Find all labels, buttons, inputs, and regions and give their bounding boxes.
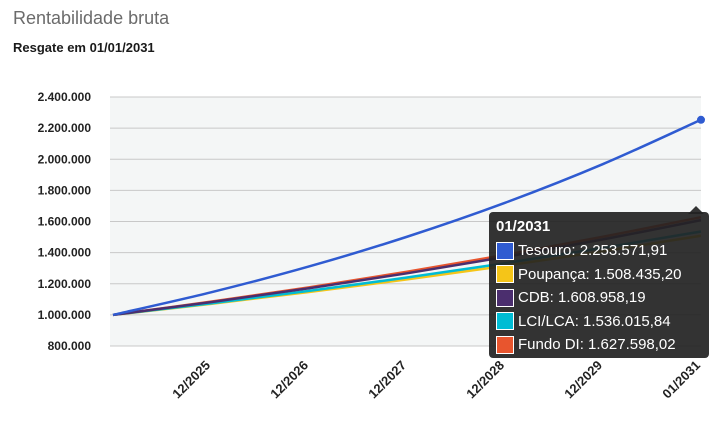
data-point-tesouro[interactable] xyxy=(697,115,705,124)
legend-swatch xyxy=(496,288,514,307)
tooltip-row-text: Tesouro: 2.253.571,91 xyxy=(518,242,668,260)
y-tick-label: 2.400.000 xyxy=(38,90,92,104)
series-markers[interactable] xyxy=(697,115,705,124)
x-axis-tick-labels: 12/2025 12/2026 12/2027 12/2028 12/2029 01/20… xyxy=(169,358,703,402)
tooltip-pointer xyxy=(688,206,704,214)
tooltip-row-text: Poupança: 1.508.435,20 xyxy=(518,265,682,283)
chart-tooltip: 01/2031 Tesouro: 2.253.571,91 Poupança: … xyxy=(489,212,709,358)
y-tick-label: 1.000.000 xyxy=(38,308,92,322)
x-tick-label: 12/2025 xyxy=(169,358,213,402)
tooltip-row-lci-lca: LCI/LCA: 1.536.015,84 xyxy=(496,310,702,334)
tooltip-row-tesouro: Tesouro: 2.253.571,91 xyxy=(496,239,702,263)
tooltip-row-poupanca: Poupança: 1.508.435,20 xyxy=(496,263,702,287)
legend-swatch xyxy=(496,241,514,260)
x-tick-label: 12/2029 xyxy=(561,358,605,402)
tooltip-row-fundo-di: Fundo DI: 1.627.598,02 xyxy=(496,333,702,357)
tooltip-row-cdb: CDB: 1.608.958,19 xyxy=(496,286,702,310)
x-tick-label: 12/2028 xyxy=(463,358,507,402)
y-tick-label: 1.800.000 xyxy=(38,183,92,197)
x-tick-label: 12/2026 xyxy=(267,358,311,402)
y-tick-label: 800.000 xyxy=(48,339,92,353)
legend-swatch xyxy=(496,335,514,354)
y-tick-label: 1.600.000 xyxy=(38,215,92,229)
tooltip-row-text: LCI/LCA: 1.536.015,84 xyxy=(518,312,671,330)
x-tick-label: 12/2027 xyxy=(365,358,409,402)
y-tick-label: 2.200.000 xyxy=(38,121,92,135)
x-tick-label: 01/2031 xyxy=(659,358,703,402)
tooltip-row-text: CDB: 1.608.958,19 xyxy=(518,289,646,307)
chart-title: Rentabilidade bruta xyxy=(13,8,170,28)
series-line-tesouro xyxy=(112,118,702,317)
y-tick-label: 2.000.000 xyxy=(38,152,92,166)
y-tick-label: 1.400.000 xyxy=(38,246,92,260)
tooltip-title: 01/2031 xyxy=(496,218,551,235)
y-tick-label: 1.200.000 xyxy=(38,277,92,291)
legend-swatch xyxy=(496,312,514,331)
tooltip-row-text: Fundo DI: 1.627.598,02 xyxy=(518,336,676,354)
legend-swatch xyxy=(496,265,514,284)
y-axis-tick-labels: 800.000 1.000.000 1.200.000 1.400.000 1.600.… xyxy=(38,90,92,353)
chart-subtitle: Resgate em 01/01/2031 xyxy=(13,40,155,55)
